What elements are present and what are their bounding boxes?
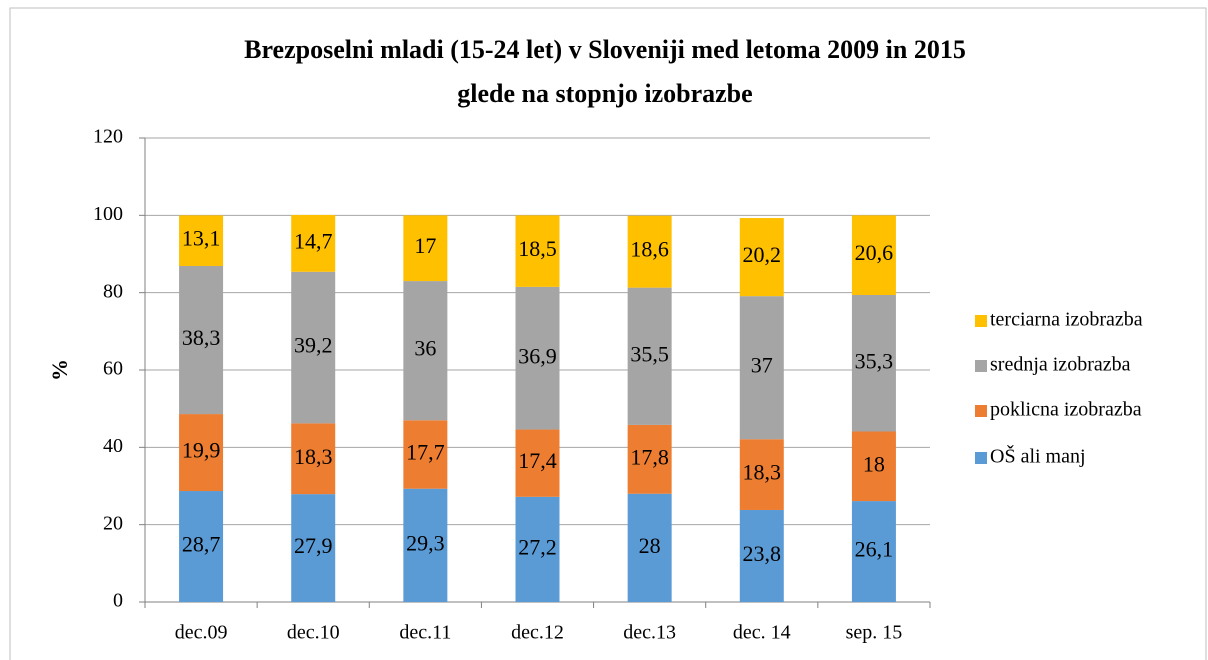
data-label: 35,3 xyxy=(855,348,894,373)
bar-segment xyxy=(291,423,336,495)
y-tick-label: 120 xyxy=(93,126,123,148)
bar-segment xyxy=(851,215,896,295)
bar-segment xyxy=(515,286,560,430)
y-tick-label: 20 xyxy=(103,512,123,534)
y-tick-label: 100 xyxy=(93,203,123,225)
data-label: 20,2 xyxy=(743,242,782,267)
data-label: 17,4 xyxy=(518,448,557,473)
data-label: 28 xyxy=(639,533,661,558)
data-label: 38,3 xyxy=(182,325,221,350)
bar-segment xyxy=(515,215,560,287)
y-tick-label: 40 xyxy=(103,435,123,457)
bar-segment xyxy=(403,215,448,282)
data-label: 19,9 xyxy=(182,438,221,463)
data-label: 36,9 xyxy=(518,343,557,368)
data-label: 27,2 xyxy=(518,534,557,559)
legend-swatch xyxy=(975,360,987,372)
bar-segment xyxy=(627,215,672,288)
y-tick-label: 80 xyxy=(103,280,123,302)
bar-segment xyxy=(851,294,896,432)
data-label: 17,8 xyxy=(630,444,669,469)
data-label: 35,5 xyxy=(630,341,669,366)
legend-swatch xyxy=(975,452,987,464)
x-tick-label: dec.12 xyxy=(511,622,564,644)
data-label: 13,1 xyxy=(182,226,221,251)
data-label: 39,2 xyxy=(294,333,333,358)
data-label: 28,7 xyxy=(182,532,221,557)
bar-segment xyxy=(403,281,448,421)
x-tick-label: dec.10 xyxy=(287,622,340,644)
x-tick-label: dec.09 xyxy=(175,622,228,644)
legend-label: srednja izobrazba xyxy=(990,354,1131,376)
data-label: 36 xyxy=(414,336,436,361)
data-label: 18 xyxy=(863,451,885,476)
legend-label: terciarna izobrazba xyxy=(990,309,1143,331)
bar-segment xyxy=(627,493,672,602)
bar-segment xyxy=(851,431,896,502)
bar-segment xyxy=(179,215,224,266)
legend-label: OŠ ali manj xyxy=(990,444,1086,468)
bar-segment xyxy=(515,429,560,497)
legend-label: poklicna izobrazba xyxy=(990,399,1142,421)
y-tick-label: 60 xyxy=(103,358,123,380)
y-axis-label: % xyxy=(47,359,72,381)
data-label: 18,3 xyxy=(743,460,782,485)
bar-segment xyxy=(403,420,448,489)
data-label: 17 xyxy=(414,233,436,258)
data-label: 26,1 xyxy=(855,537,894,562)
data-label: 17,7 xyxy=(406,440,445,465)
bar-segment xyxy=(291,494,336,602)
data-label: 18,5 xyxy=(518,236,557,261)
data-label: 18,3 xyxy=(294,444,333,469)
x-tick-label: dec.13 xyxy=(623,622,676,644)
bar-segment xyxy=(179,414,224,492)
chart-subtitle: glede na stopnjo izobrazbe xyxy=(457,79,752,108)
bar-segment xyxy=(291,214,336,272)
data-label: 29,3 xyxy=(406,530,445,555)
bar-segment xyxy=(739,296,784,440)
data-label: 37 xyxy=(751,353,773,378)
x-tick-label: dec. 14 xyxy=(733,622,791,644)
data-label: 27,9 xyxy=(294,533,333,558)
bar-segment xyxy=(739,218,784,297)
bar-segment xyxy=(291,271,336,424)
bar-segment xyxy=(851,501,896,602)
x-tick-label: dec.11 xyxy=(399,622,451,644)
chart-frame xyxy=(9,7,1207,660)
data-label: 14,7 xyxy=(294,228,333,253)
data-label: 23,8 xyxy=(743,541,782,566)
y-tick-label: 0 xyxy=(113,590,123,612)
bar-segment xyxy=(627,424,672,494)
legend-swatch xyxy=(975,405,987,417)
bar-segment xyxy=(739,509,784,602)
data-label: 18,6 xyxy=(630,237,669,262)
x-tick-label: sep. 15 xyxy=(846,622,903,644)
bar-segment xyxy=(515,496,560,602)
data-label: 20,6 xyxy=(855,240,894,265)
bar-segment xyxy=(179,265,224,415)
bar-segment xyxy=(739,439,784,510)
chart-title: Brezposelni mladi (15-24 let) v Slovenij… xyxy=(244,35,966,64)
bar-segment xyxy=(179,491,224,602)
bar-segment xyxy=(403,488,448,602)
bar-segment xyxy=(627,287,672,425)
legend-swatch xyxy=(975,315,987,327)
